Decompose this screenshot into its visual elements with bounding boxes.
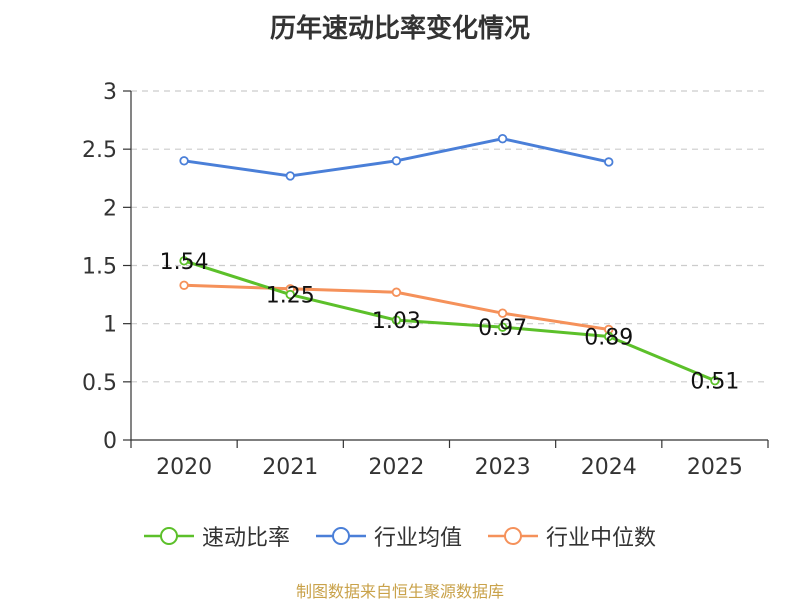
y-tick-label: 2	[103, 196, 117, 221]
y-tick-label: 1	[103, 313, 117, 338]
data-label: 0.97	[478, 316, 527, 341]
x-tick-label: 2025	[687, 455, 743, 480]
legend-label-industry-median: 行业中位数	[546, 526, 657, 551]
data-point	[391, 287, 402, 297]
legend-item-industry-median[interactable]: 行业中位数	[488, 520, 656, 552]
data-point	[604, 157, 614, 167]
data-point	[391, 156, 402, 166]
data-point	[391, 315, 402, 325]
legend: 速动比率 行业均值 行业中位数	[0, 520, 800, 552]
legend-item-quick-ratio[interactable]: 速动比率	[143, 520, 290, 552]
data-point	[285, 171, 295, 181]
legend-swatch-quick-ratio	[143, 527, 194, 545]
data-label: 1.25	[266, 284, 315, 309]
data-point	[710, 375, 720, 386]
data-label: 1.03	[372, 309, 421, 334]
series-line-0	[183, 259, 716, 383]
data-label: 1.54	[160, 250, 209, 275]
data-source-note: 制图数据来自恒生聚源数据库	[295, 582, 504, 601]
x-tick-label: 2023	[475, 455, 531, 480]
x-tick-label: 2024	[581, 455, 637, 480]
y-tick-label: 0	[103, 429, 117, 454]
data-label: 0.51	[690, 370, 739, 395]
chart-title: 历年速动比率变化情况	[269, 14, 530, 44]
data-point	[497, 322, 508, 332]
legend-swatch-industry-mean	[315, 527, 366, 545]
series-group	[179, 133, 720, 386]
y-tick-label: 0.5	[82, 371, 117, 396]
data-point	[285, 289, 295, 300]
x-tick-label: 2020	[156, 455, 212, 480]
data-point	[497, 133, 508, 144]
legend-item-industry-mean[interactable]: 行业均值	[315, 520, 462, 552]
y-tick-label: 3	[103, 80, 117, 105]
data-point	[179, 280, 189, 290]
data-point	[179, 256, 189, 266]
data-point	[497, 308, 508, 318]
data-label: 0.89	[584, 325, 633, 350]
x-tick-label: 2022	[368, 455, 424, 480]
data-point	[179, 156, 189, 166]
y-tick-label: 1.5	[82, 255, 117, 280]
data-labels: 1.54 1.25 1.03 0.97 0.89 0.51	[160, 250, 740, 395]
legend-label-industry-mean: 行业均值	[373, 526, 462, 551]
x-tick-label: 2021	[262, 455, 318, 480]
legend-swatch-industry-median	[488, 527, 538, 545]
gridlines	[131, 90, 768, 383]
data-point	[604, 331, 614, 342]
y-tick-label: 2.5	[82, 138, 117, 163]
legend-label-quick-ratio: 速动比率	[201, 526, 290, 551]
